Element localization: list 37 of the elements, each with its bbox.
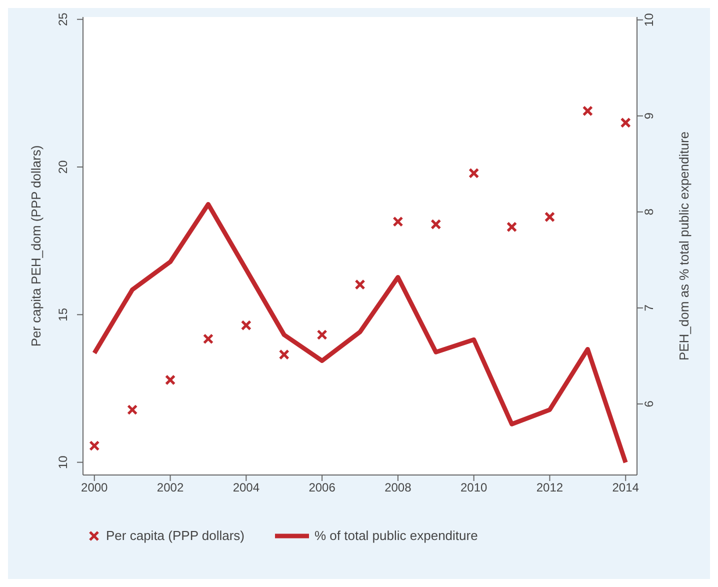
legend-label: Per capita (PPP dollars): [106, 528, 244, 543]
y-tick-label: 15: [56, 308, 70, 322]
point: [127, 404, 138, 416]
point: [278, 349, 290, 360]
point: [392, 216, 404, 227]
point: [164, 374, 176, 386]
y-tick-label: 10: [56, 455, 70, 469]
point: [240, 320, 252, 331]
legend-label: % of total public expenditure: [314, 528, 478, 543]
y-axis-title: Per capita PEH_dom (PPP dollars): [28, 145, 44, 347]
y2-tick-label: 9: [642, 112, 656, 120]
x-tick-label: 2014: [612, 480, 640, 495]
y2-tick-label: 10: [642, 12, 656, 27]
y-tick-label: 25: [56, 12, 70, 26]
y2-axis-title: PEH_dom as % total public expenditure: [676, 131, 692, 361]
point: [430, 218, 442, 230]
x-tick-label: 2008: [384, 480, 412, 495]
line-series: [92, 202, 628, 465]
point: [89, 440, 100, 452]
y2-tick-label: 7: [642, 304, 656, 312]
x-tick-label: 2000: [81, 480, 108, 495]
x-tick-label: 2012: [536, 480, 564, 495]
point: [316, 329, 328, 340]
point: [354, 279, 366, 290]
point: [544, 212, 556, 222]
point: [582, 106, 593, 116]
x-tick-label: 2010: [460, 480, 488, 495]
point: [620, 117, 631, 128]
y2-tick-label: 8: [642, 208, 656, 216]
x-tick-label: 2006: [308, 480, 336, 495]
y2-tick-label: 6: [642, 400, 656, 408]
x-tick-label: 2002: [156, 480, 184, 495]
x-tick-label: 2004: [232, 480, 260, 495]
y-tick-label: 20: [56, 160, 70, 174]
point: [202, 334, 214, 344]
point: [506, 222, 518, 232]
point: [468, 168, 480, 179]
